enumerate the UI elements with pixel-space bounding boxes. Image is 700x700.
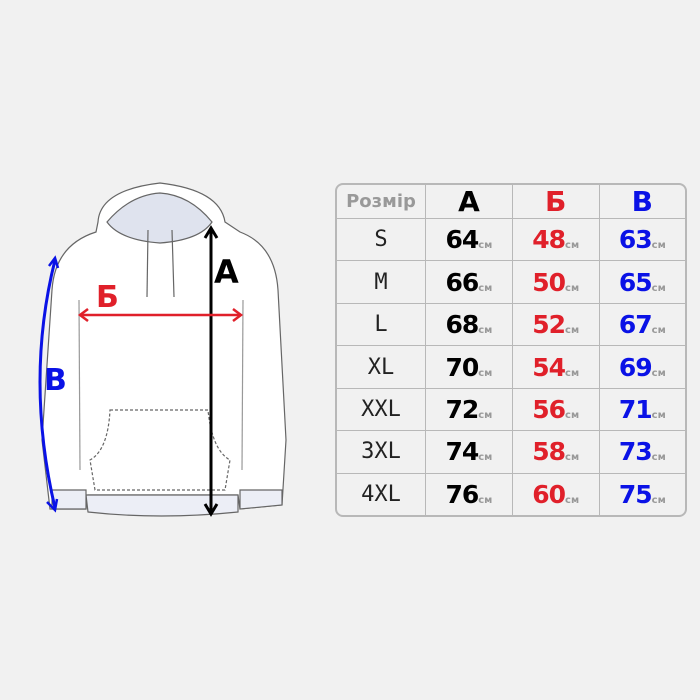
measurement-v-arrow bbox=[38, 255, 60, 513]
unit-label: см bbox=[565, 410, 580, 422]
measure-value: 58 bbox=[532, 437, 566, 467]
measurement-a-arrow bbox=[203, 225, 219, 517]
measure-value: 52 bbox=[532, 310, 566, 340]
measure-value: 73 bbox=[618, 437, 653, 467]
size-cell: 4XL bbox=[337, 472, 426, 515]
unit-label: см bbox=[565, 282, 580, 294]
unit-label: см bbox=[478, 240, 493, 252]
measure-value: 72 bbox=[445, 395, 479, 425]
table-header-row: Розмір А Б В bbox=[337, 185, 685, 219]
header-a: А bbox=[425, 185, 513, 219]
measure-b-cell: 58см bbox=[511, 430, 600, 474]
unit-label: см bbox=[565, 325, 580, 337]
measure-a-cell: 68см bbox=[425, 302, 513, 347]
unit-label: см bbox=[565, 240, 580, 252]
unit-label: см bbox=[478, 282, 493, 294]
measure-value: 64 bbox=[445, 225, 479, 255]
measure-value: 69 bbox=[618, 352, 653, 382]
table-row: M 66см 50см 65см bbox=[337, 260, 685, 304]
size-cell: M bbox=[337, 260, 426, 304]
measure-a-cell: 72см bbox=[425, 387, 513, 432]
size-cell: XXL bbox=[337, 387, 426, 432]
unit-label: см bbox=[651, 325, 666, 337]
measure-a-cell: 76см bbox=[425, 472, 513, 515]
measure-value: 74 bbox=[445, 437, 479, 467]
measure-b-cell: 56см bbox=[511, 387, 600, 432]
measure-v-cell: 65см bbox=[598, 260, 685, 304]
measure-b-cell: 52см bbox=[511, 302, 600, 347]
measure-b-cell: 50см bbox=[511, 260, 600, 304]
size-table: Розмір А Б В S 64см 48см 63см M 66см 50см 65см L… bbox=[335, 183, 687, 517]
measure-a-cell: 70см bbox=[425, 345, 513, 389]
unit-label: см bbox=[565, 494, 580, 506]
label-b: Б bbox=[96, 280, 119, 315]
label-v: В bbox=[44, 363, 67, 398]
size-cell: L bbox=[337, 302, 426, 347]
measure-v-cell: 75см bbox=[598, 472, 685, 515]
measure-a-cell: 64см bbox=[425, 217, 513, 262]
measure-value: 60 bbox=[532, 479, 566, 509]
measure-v-cell: 73см bbox=[598, 430, 685, 474]
measure-v-cell: 67см bbox=[598, 302, 685, 347]
unit-label: см bbox=[478, 410, 493, 422]
measure-value: 65 bbox=[618, 267, 653, 297]
size-cell: XL bbox=[337, 345, 426, 389]
table-row: 3XL 74см 58см 73см bbox=[337, 430, 685, 474]
measure-value: 48 bbox=[532, 225, 566, 255]
size-cell: S bbox=[337, 217, 426, 262]
unit-label: см bbox=[651, 367, 666, 379]
table-row: L 68см 52см 67см bbox=[337, 302, 685, 347]
header-size: Розмір bbox=[337, 185, 426, 219]
unit-label: см bbox=[478, 367, 493, 379]
measure-v-cell: 63см bbox=[598, 217, 685, 262]
measure-b-cell: 48см bbox=[511, 217, 600, 262]
table-row: XXL 72см 56см 71см bbox=[337, 387, 685, 432]
unit-label: см bbox=[651, 410, 666, 422]
measure-value: 66 bbox=[445, 267, 479, 297]
measure-value: 76 bbox=[445, 479, 479, 509]
measure-b-cell: 60см bbox=[511, 472, 600, 515]
measure-v-cell: 71см bbox=[598, 387, 685, 432]
label-a: А bbox=[214, 253, 239, 291]
measure-value: 63 bbox=[618, 225, 653, 255]
header-v: В bbox=[598, 185, 685, 219]
unit-label: см bbox=[478, 494, 493, 506]
measure-b-cell: 54см bbox=[511, 345, 600, 389]
unit-label: см bbox=[651, 494, 666, 506]
measure-a-cell: 74см bbox=[425, 430, 513, 474]
unit-label: см bbox=[565, 367, 580, 379]
unit-label: см bbox=[478, 325, 493, 337]
unit-label: см bbox=[565, 452, 580, 464]
measure-v-cell: 69см bbox=[598, 345, 685, 389]
size-cell: 3XL bbox=[337, 430, 426, 474]
header-b: Б bbox=[511, 185, 600, 219]
unit-label: см bbox=[651, 240, 666, 252]
hoodie-drawing bbox=[41, 182, 287, 517]
measure-value: 50 bbox=[532, 267, 566, 297]
hoodie-illustration: А Б В bbox=[38, 182, 287, 517]
measure-value: 75 bbox=[618, 479, 653, 509]
measure-value: 56 bbox=[532, 395, 566, 425]
measure-value: 67 bbox=[618, 310, 653, 340]
unit-label: см bbox=[651, 452, 666, 464]
measure-value: 71 bbox=[618, 395, 653, 425]
unit-label: см bbox=[651, 282, 666, 294]
table-row: 4XL 76см 60см 75см bbox=[337, 472, 685, 515]
table-row: XL 70см 54см 69см bbox=[337, 345, 685, 389]
measure-value: 68 bbox=[445, 310, 479, 340]
table-row: S 64см 48см 63см bbox=[337, 217, 685, 262]
measure-value: 70 bbox=[445, 352, 479, 382]
measure-a-cell: 66см bbox=[425, 260, 513, 304]
unit-label: см bbox=[478, 452, 493, 464]
measure-value: 54 bbox=[532, 352, 566, 382]
measurement-b-arrow bbox=[77, 308, 244, 322]
